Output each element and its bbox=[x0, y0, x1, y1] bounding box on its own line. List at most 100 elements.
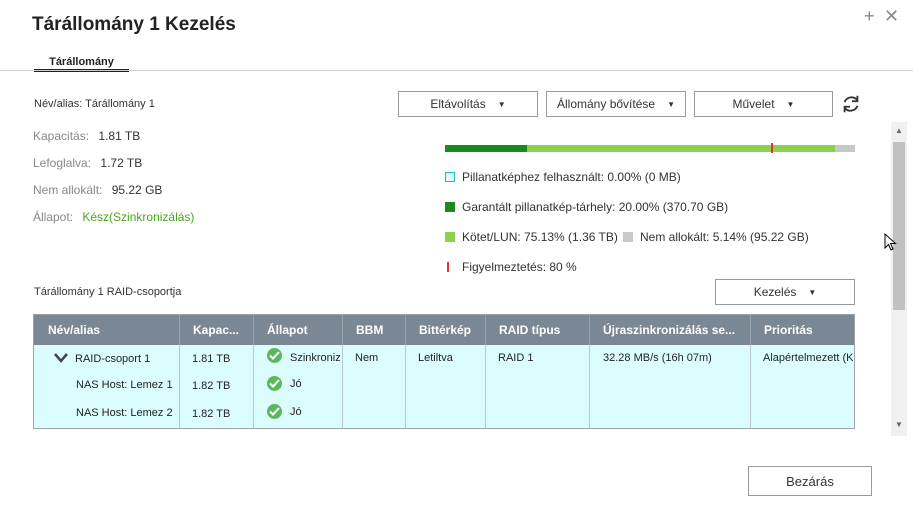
raid-group-resync: 32.28 MB/s (16h 07m) bbox=[603, 352, 712, 364]
scroll-down-icon[interactable]: ▼ bbox=[895, 420, 903, 429]
warning-threshold-marker bbox=[771, 143, 773, 153]
mouse-cursor-icon bbox=[884, 233, 897, 251]
column-header[interactable]: Prioritás bbox=[764, 323, 813, 337]
expand-pool-button[interactable]: Állomány bővítése ▼ bbox=[546, 91, 686, 117]
remove-button-label: Eltávolítás bbox=[430, 97, 486, 111]
close-button[interactable]: Bezárás bbox=[748, 466, 872, 496]
action-button-label: Művelet bbox=[732, 97, 775, 111]
maximize-icon[interactable]: + bbox=[864, 6, 875, 26]
status-row: Állapot: Kész(Szinkronizálás) bbox=[33, 210, 194, 224]
vertical-scrollbar[interactable]: ▲ ▼ bbox=[891, 122, 907, 436]
capacity-value: 1.81 TB bbox=[98, 129, 141, 143]
warning-swatch bbox=[447, 262, 449, 272]
column-divider bbox=[750, 315, 751, 345]
refresh-icon[interactable] bbox=[840, 93, 862, 115]
legend-unallocated: Nem allokált: 5.14% (95.22 GB) bbox=[623, 230, 809, 244]
volume-swatch bbox=[445, 232, 455, 242]
dialog-title: Tárállomány 1 Kezelés bbox=[32, 14, 236, 35]
disk-name[interactable]: NAS Host: Lemez 2 bbox=[76, 407, 173, 419]
legend-volume-text: Kötet/LUN: 75.13% (1.36 TB) bbox=[462, 230, 618, 244]
legend-warning-text: Figyelmeztetés: 80 % bbox=[462, 260, 577, 274]
status-label: Állapot: bbox=[33, 210, 74, 224]
allocated-label: Lefoglalva: bbox=[33, 156, 92, 170]
chevron-down-icon[interactable] bbox=[54, 353, 68, 363]
column-divider bbox=[485, 315, 486, 345]
pool-name: Név/alias: Tárállomány 1 bbox=[34, 98, 155, 110]
raid-table: Név/alias Kapac... Állapot BBM Bittérkép… bbox=[33, 314, 855, 429]
usage-bar-guaranteed bbox=[445, 145, 527, 152]
caret-down-icon: ▼ bbox=[667, 99, 675, 109]
disk-status: Jó bbox=[290, 378, 302, 390]
unallocated-label: Nem allokált: bbox=[33, 183, 103, 197]
raid-group-title: Tárállomány 1 RAID-csoportja bbox=[34, 286, 182, 298]
raid-group-status: Szinkronizálás bbox=[290, 352, 340, 364]
column-header[interactable]: Bittérkép bbox=[419, 323, 472, 337]
snapshot-swatch bbox=[445, 172, 455, 182]
disk-name[interactable]: NAS Host: Lemez 1 bbox=[76, 379, 173, 391]
expand-pool-button-label: Állomány bővítése bbox=[557, 97, 656, 111]
usage-bar-unallocated bbox=[835, 145, 855, 152]
raid-group-type: RAID 1 bbox=[498, 352, 534, 364]
raid-group-name[interactable]: RAID-csoport 1 bbox=[75, 353, 151, 365]
column-divider bbox=[405, 315, 406, 345]
legend-snapshot-text: Pillanatképhez felhasznált: 0.00% (0 MB) bbox=[462, 170, 681, 184]
guaranteed-swatch bbox=[445, 202, 455, 212]
column-header[interactable]: Név/alias bbox=[48, 323, 101, 337]
scroll-up-icon[interactable]: ▲ bbox=[895, 126, 903, 135]
column-header[interactable]: Állapot bbox=[267, 323, 308, 337]
usage-bar bbox=[445, 145, 855, 152]
column-divider bbox=[253, 315, 254, 345]
column-divider bbox=[179, 315, 180, 345]
legend-unallocated-text: Nem allokált: 5.14% (95.22 GB) bbox=[640, 230, 809, 244]
raid-group-bitmap: Letiltva bbox=[418, 352, 453, 364]
tab-divider bbox=[0, 70, 913, 71]
column-divider bbox=[342, 345, 343, 428]
allocated-value: 1.72 TB bbox=[100, 156, 143, 170]
unallocated-value: 95.22 GB bbox=[111, 183, 163, 197]
legend-snapshot: Pillanatképhez felhasznált: 0.00% (0 MB) bbox=[445, 170, 681, 184]
column-divider bbox=[405, 345, 406, 428]
remove-button[interactable]: Eltávolítás ▼ bbox=[398, 91, 538, 117]
column-divider bbox=[750, 345, 751, 428]
column-header[interactable]: Kapac... bbox=[193, 323, 240, 337]
unallocated-swatch bbox=[623, 232, 633, 242]
column-divider bbox=[485, 345, 486, 428]
action-button[interactable]: Művelet ▼ bbox=[694, 91, 833, 117]
usage-bar-volume bbox=[527, 145, 836, 152]
unallocated-row: Nem allokált: 95.22 GB bbox=[33, 183, 162, 197]
column-divider bbox=[342, 315, 343, 345]
check-circle-icon bbox=[267, 376, 282, 391]
column-header[interactable]: RAID típus bbox=[499, 323, 561, 337]
disk-capacity: 1.82 TB bbox=[192, 408, 231, 420]
column-divider bbox=[589, 315, 590, 345]
raid-group-capacity: 1.81 TB bbox=[192, 353, 231, 365]
caret-down-icon: ▼ bbox=[786, 99, 795, 109]
close-icon[interactable]: ✕ bbox=[884, 6, 900, 26]
legend-volume: Kötet/LUN: 75.13% (1.36 TB) bbox=[445, 230, 618, 244]
disk-capacity: 1.82 TB bbox=[192, 380, 231, 392]
column-header[interactable]: Újraszinkronizálás se... bbox=[603, 323, 736, 337]
legend-guaranteed-text: Garantált pillanatkép-tárhely: 20.00% (3… bbox=[462, 200, 729, 214]
check-circle-icon bbox=[267, 404, 282, 419]
caret-down-icon: ▼ bbox=[497, 99, 506, 109]
disk-status: Jó bbox=[290, 406, 302, 418]
column-header[interactable]: BBM bbox=[356, 323, 384, 337]
capacity-row: Kapacitás: 1.81 TB bbox=[33, 129, 140, 143]
column-divider bbox=[253, 345, 254, 428]
status-value: Kész(Szinkronizálás) bbox=[82, 210, 195, 224]
manage-button-label: Kezelés bbox=[753, 285, 797, 299]
column-divider bbox=[589, 345, 590, 428]
raid-group-priority: Alapértelmezett (Közepes) bbox=[763, 352, 853, 364]
dialog-content: Név/alias: Tárállomány 1 Eltávolítás ▼ Á… bbox=[0, 72, 891, 436]
legend-guaranteed: Garantált pillanatkép-tárhely: 20.00% (3… bbox=[445, 200, 728, 214]
scroll-thumb[interactable] bbox=[893, 142, 905, 310]
table-header: Név/alias Kapac... Állapot BBM Bittérkép… bbox=[34, 315, 854, 345]
manage-button[interactable]: Kezelés ▼ bbox=[715, 279, 855, 305]
column-divider bbox=[179, 345, 180, 428]
legend-warning: Figyelmeztetés: 80 % bbox=[445, 260, 577, 274]
capacity-label: Kapacitás: bbox=[33, 129, 90, 143]
caret-down-icon: ▼ bbox=[808, 287, 817, 297]
check-circle-icon bbox=[267, 348, 282, 363]
raid-group-bbm: Nem bbox=[355, 352, 379, 364]
